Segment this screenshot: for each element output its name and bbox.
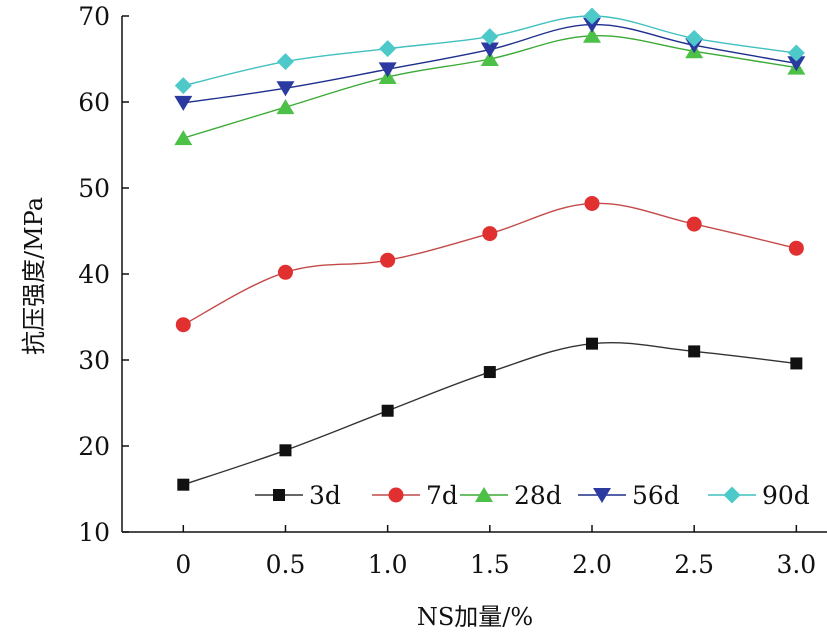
data-point-90d <box>481 28 499 46</box>
legend-label: 56d <box>632 481 680 510</box>
data-point-90d <box>174 77 192 95</box>
legend-item-7d: 7d <box>372 481 458 510</box>
x-axis-label: NS加量/% <box>417 603 533 631</box>
data-point-28d <box>276 99 295 115</box>
data-point-28d <box>583 27 601 43</box>
legend-item-28d: 28d <box>460 481 562 510</box>
legend: 3d 7d 28d 56d 90d <box>255 481 810 510</box>
x-tick-label: 0 <box>175 550 191 579</box>
series-90d <box>174 7 805 95</box>
legend-item-56d: 56d <box>578 481 680 510</box>
y-axis-label: 抗压强度/MPa <box>20 197 48 355</box>
legend-marker <box>388 487 404 503</box>
data-point-56d <box>378 62 397 78</box>
y-tick-label: 10 <box>78 518 110 547</box>
legend-marker <box>723 486 741 504</box>
data-point-28d <box>174 130 193 146</box>
x-tick-label: 3.0 <box>776 550 816 579</box>
y-tick-label: 70 <box>78 2 110 31</box>
data-point-3d <box>688 345 701 358</box>
legend-label: 90d <box>762 481 810 510</box>
legend-label: 7d <box>426 481 458 510</box>
y-tick-label: 60 <box>78 88 110 117</box>
legend-marker <box>475 487 493 502</box>
data-point-90d <box>787 44 805 62</box>
x-tick-label: 0.5 <box>266 550 306 579</box>
data-point-7d <box>788 240 804 256</box>
data-point-7d <box>380 252 396 268</box>
series-layer <box>174 7 806 491</box>
data-point-3d <box>586 337 598 350</box>
data-point-90d <box>583 7 601 25</box>
y-tick-label: 50 <box>78 174 110 203</box>
data-point-7d <box>277 264 293 280</box>
series-line-7d <box>182 202 797 326</box>
data-point-56d <box>480 42 499 58</box>
legend-marker <box>593 488 611 503</box>
x-tick-label: 2.5 <box>674 550 714 579</box>
series-3d <box>177 337 803 491</box>
data-point-3d <box>177 478 190 491</box>
data-point-56d <box>276 81 295 97</box>
y-tick-label: 40 <box>78 260 110 289</box>
data-point-3d <box>381 404 394 417</box>
legend-marker <box>273 489 285 501</box>
data-point-7d <box>482 226 498 242</box>
data-point-7d <box>175 317 191 333</box>
series-line-3d <box>183 341 797 486</box>
legend-label: 3d <box>309 481 341 510</box>
x-tick-label: 1.0 <box>368 550 408 579</box>
data-point-3d <box>790 357 803 370</box>
legend-label: 28d <box>514 481 562 510</box>
data-point-3d <box>279 444 292 457</box>
series-7d <box>175 195 804 333</box>
data-point-7d <box>686 216 702 232</box>
data-point-90d <box>685 29 703 47</box>
data-point-56d <box>583 17 601 33</box>
data-point-28d <box>480 51 499 66</box>
data-point-90d <box>276 53 294 71</box>
data-point-7d <box>584 195 600 211</box>
data-point-90d <box>379 40 397 58</box>
data-point-56d <box>174 95 193 111</box>
legend-item-3d: 3d <box>255 481 341 510</box>
x-tick-label: 2.0 <box>572 550 612 579</box>
legend-item-90d: 90d <box>708 481 810 510</box>
y-tick-label: 20 <box>78 432 110 461</box>
data-point-56d <box>787 56 806 72</box>
y-tick-label: 30 <box>78 346 110 375</box>
x-tick-label: 1.5 <box>470 550 510 579</box>
data-point-3d <box>483 366 496 379</box>
axes: 10 20 30 40 50 60 70 0 0.5 1.0 1.5 2.0 2.5 3.0 <box>78 2 827 579</box>
